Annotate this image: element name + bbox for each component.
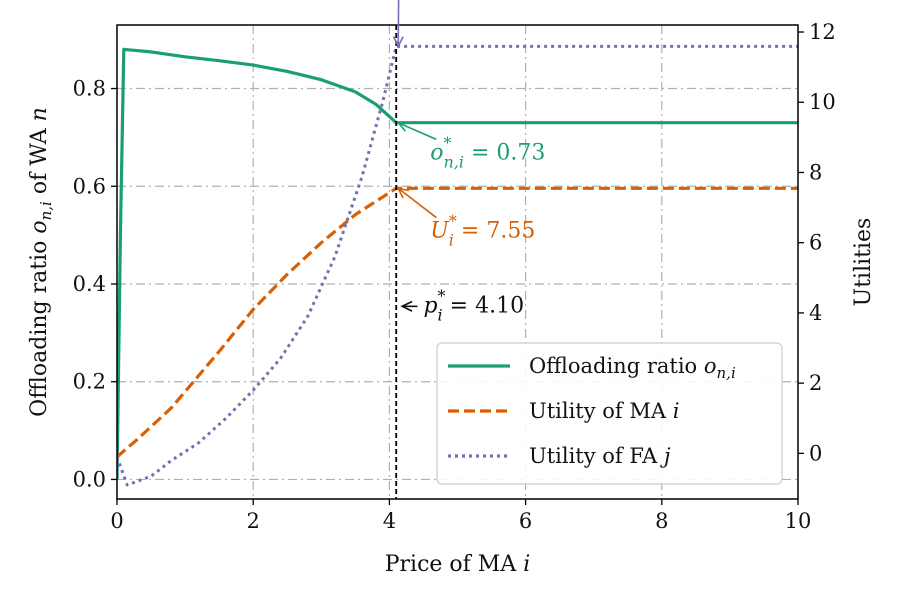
y-left-axis-label: Offloading ratio on,i of WA n — [27, 107, 55, 417]
legend-label-2: Utility of MA i — [529, 399, 679, 423]
y-right-tick-label: 6 — [809, 231, 822, 255]
y-left-tick-label: 0.6 — [73, 174, 106, 198]
series-line-3 — [117, 44, 798, 487]
x-tick-label: 4 — [383, 509, 396, 533]
series-layer — [117, 44, 798, 487]
y-axis-left-ticks: 0.0 0.2 0.4 0.6 0.8 — [73, 77, 117, 491]
series-line-2 — [117, 186, 798, 459]
x-tick-label: 6 — [519, 509, 532, 533]
y-right-tick-label: 4 — [809, 301, 822, 325]
x-axis-ticks: 0 2 4 6 8 10 — [110, 499, 811, 533]
legend: Offloading ratio on,i Utility of MA i Util… — [436, 342, 783, 485]
annotation-label-oni: o* n,i = 0.73 — [430, 133, 545, 171]
annotation-label-pi: p* i = 4.10 — [423, 286, 524, 324]
annotations: U*j = 11.59o*n,i = 0.73U*i = 7.55p*i = 4… — [392, 0, 545, 324]
x-tick-label: 8 — [655, 509, 668, 533]
y-right-tick-label: 0 — [809, 441, 822, 465]
grid-lines — [117, 25, 798, 499]
x-tick-label: 10 — [785, 509, 812, 533]
plot-frame — [116, 24, 799, 500]
x-tick-label: 2 — [247, 509, 260, 533]
annotation-arrow-Ui — [397, 187, 437, 219]
y-right-tick-label: 12 — [809, 20, 836, 44]
legend-box — [436, 342, 783, 485]
x-tick-label: 0 — [110, 509, 123, 533]
y-right-tick-label: 2 — [809, 371, 822, 395]
annotation-arrowhead-Uj — [392, 36, 404, 49]
y-left-tick-label: 0.0 — [73, 467, 106, 491]
x-axis-label: Price of MA i — [385, 552, 531, 577]
annotation-arrowhead-Ui — [396, 187, 410, 199]
y-left-tick-label: 0.2 — [73, 370, 106, 394]
y-left-tick-label: 0.4 — [73, 272, 106, 296]
annotation-arrowhead-oni — [396, 121, 410, 132]
annotation-arrow-oni — [397, 121, 437, 141]
y-right-tick-label: 8 — [809, 160, 822, 184]
annotation-label-Ui: U* i = 7.55 — [430, 212, 535, 250]
legend-label-1: Offloading ratio on,i — [529, 354, 736, 382]
axis-labels: Price of MA i Offloading ratio on,i of WA… — [27, 107, 876, 577]
annotation-arrow-Uj — [397, 0, 400, 47]
y-right-axis-label: Utilities — [851, 218, 876, 307]
series-line-1 — [117, 47, 798, 480]
y-right-tick-label: 10 — [809, 90, 836, 114]
legend-label-3: Utility of FA j — [529, 444, 671, 468]
y-axis-right-ticks: 0 2 4 6 8 10 12 — [798, 20, 836, 465]
annotation-arrowhead-pi — [400, 300, 413, 312]
y-left-tick-label: 0.8 — [73, 77, 106, 101]
